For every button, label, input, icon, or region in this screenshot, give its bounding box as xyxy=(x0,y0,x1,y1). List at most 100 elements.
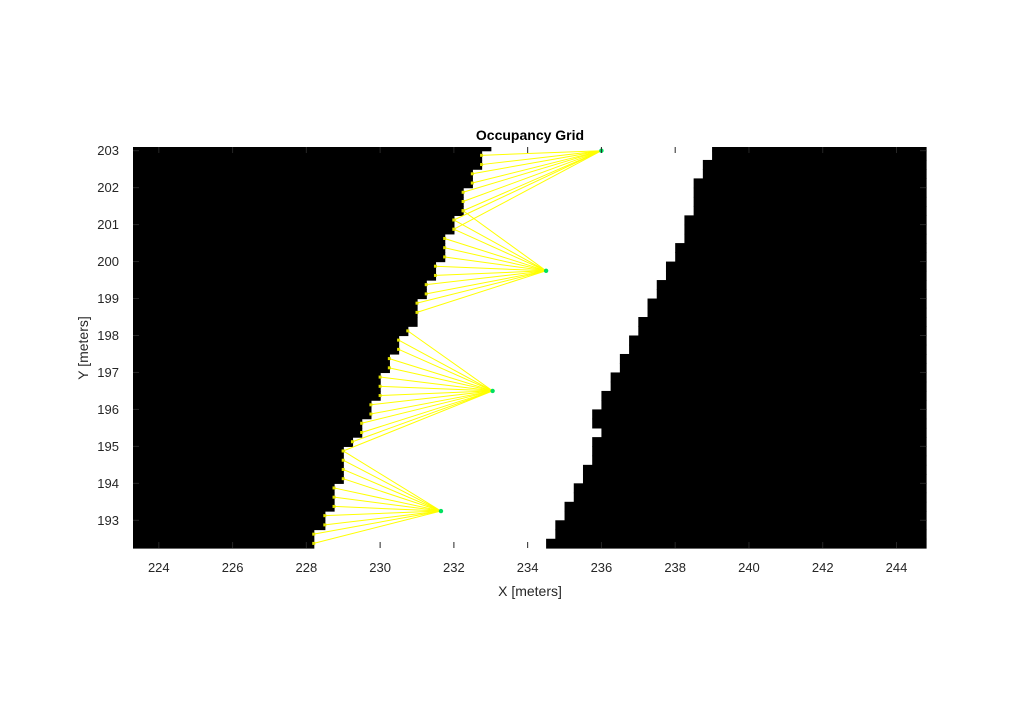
occupied-cell-left xyxy=(133,418,363,429)
ray-hit-marker xyxy=(369,412,373,416)
y-tick-label: 199 xyxy=(97,291,119,306)
occupied-cell-left xyxy=(133,326,409,337)
sensor-ray xyxy=(370,390,493,406)
sensor-ray xyxy=(324,510,442,526)
ray-hit-marker xyxy=(443,236,447,240)
sensor-ray xyxy=(342,450,442,512)
x-tick-label: 234 xyxy=(517,560,539,575)
ray-hit-marker xyxy=(424,283,428,287)
sensor-ray xyxy=(343,390,493,452)
occupied-cell-right xyxy=(629,344,927,355)
sensor-position-marker xyxy=(438,508,444,514)
occupied-cell-right xyxy=(693,187,927,198)
ray-lines xyxy=(312,148,604,545)
occupied-cell-left xyxy=(133,474,344,484)
sensor-ray xyxy=(444,256,547,272)
y-tick-label: 196 xyxy=(97,402,119,417)
occupied-cell-right xyxy=(656,280,927,290)
occupied-cell-left xyxy=(133,409,372,420)
sensor-ray xyxy=(444,247,547,272)
occupied-cell-left xyxy=(133,501,335,512)
occupied-cell-left xyxy=(133,427,363,438)
ray-hit-marker xyxy=(378,375,382,379)
y-tick-label: 201 xyxy=(97,217,119,232)
sensor-ray xyxy=(380,376,493,392)
sensor-ray xyxy=(398,348,493,392)
occupied-cell-right xyxy=(592,455,927,466)
sensor-ray xyxy=(333,505,442,512)
ray-hit-marker xyxy=(312,541,316,545)
sensor-ray xyxy=(453,228,547,272)
sensor-ray xyxy=(389,367,493,392)
sensor-ray xyxy=(313,510,442,535)
sensor-ray xyxy=(453,150,602,221)
ray-hit-marker xyxy=(397,338,401,342)
x-tick-label: 232 xyxy=(443,560,465,575)
ray-hit-marker xyxy=(443,246,447,250)
occupied-cell-right xyxy=(601,427,927,438)
occupied-cell-left xyxy=(133,464,344,475)
ray-hit-marker xyxy=(350,440,354,444)
occupied-cell-left xyxy=(133,252,446,263)
sensor-ray xyxy=(416,270,547,304)
occupied-cell-right xyxy=(619,353,927,364)
ray-hit-marker xyxy=(461,190,465,194)
sensor-ray xyxy=(343,459,442,512)
ray-hit-marker xyxy=(332,486,336,490)
occupied-cell-left xyxy=(133,492,335,503)
occupied-cell-right xyxy=(712,147,927,152)
y-tick-label: 194 xyxy=(97,476,119,491)
sensor-ray xyxy=(343,478,442,512)
occupied-cell-left xyxy=(133,159,483,170)
occupied-cell-right xyxy=(684,215,927,226)
ray-hit-marker xyxy=(360,421,364,425)
occupied-cell-left xyxy=(133,243,446,253)
occupied-cell-left xyxy=(133,280,427,290)
sensor-ray xyxy=(380,390,493,397)
ray-hit-marker xyxy=(323,514,327,518)
sensor-ray xyxy=(481,150,602,156)
occupied-cell-left xyxy=(133,147,492,152)
x-tick-label: 228 xyxy=(295,560,317,575)
occupied-cell-right xyxy=(582,464,927,475)
ray-hit-marker xyxy=(461,209,465,213)
sensor-ray xyxy=(370,390,493,415)
occupied-cell-left xyxy=(133,233,446,244)
ray-hit-marker xyxy=(332,504,336,508)
ray-hit-marker xyxy=(332,495,336,499)
sensor-ray xyxy=(380,385,493,392)
occupied-cell-right xyxy=(684,224,927,235)
ray-hit-marker xyxy=(470,181,474,185)
ray-hit-marker xyxy=(415,310,419,314)
occupied-cell-left xyxy=(133,261,437,272)
ray-hit-marker xyxy=(387,366,391,370)
occupied-cell-right xyxy=(582,474,927,484)
occupied-cell-left xyxy=(133,289,427,300)
occupied-cell-left xyxy=(133,437,354,447)
x-tick-label: 240 xyxy=(738,560,760,575)
sensor-ray xyxy=(324,510,441,517)
occupied-cell-left xyxy=(133,224,455,235)
occupied-cell-right xyxy=(693,206,927,216)
occupied-cell-left xyxy=(133,400,372,411)
occupied-cell-left xyxy=(133,150,483,161)
ray-hit-marker xyxy=(387,357,391,361)
sensor-ray xyxy=(313,510,442,544)
occupied-cell-right xyxy=(592,437,927,447)
occupied-cell-right xyxy=(712,150,927,161)
occupied-cell-right xyxy=(675,243,927,253)
chart-title: Occupancy Grid xyxy=(476,127,584,143)
y-axis-label: Y [meters] xyxy=(75,316,91,380)
occupied-cell-left xyxy=(133,335,400,346)
occupied-cell-right xyxy=(601,390,927,401)
occupied-cell-left xyxy=(133,215,455,226)
occupied-cell-right xyxy=(592,409,927,420)
ray-hit-marker xyxy=(312,532,316,536)
occupied-cell-right xyxy=(684,233,927,244)
ray-hit-marker xyxy=(378,394,382,398)
ray-hit-marker xyxy=(323,523,327,527)
x-tick-label: 242 xyxy=(812,560,834,575)
occupied-cell-right xyxy=(665,270,927,281)
sensor-position-marker xyxy=(543,268,549,274)
